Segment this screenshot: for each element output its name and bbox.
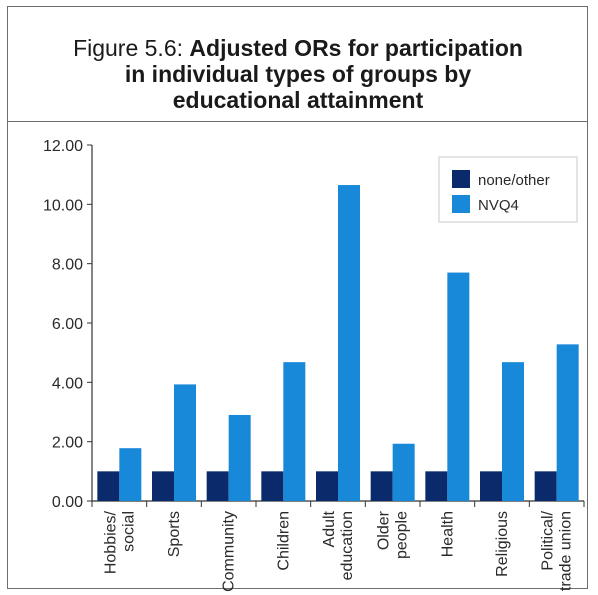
y-tick-label: 8.00 [52,257,83,274]
title-line-1: Adjusted ORs for participation [189,35,523,61]
bar-none-other [480,471,502,501]
x-category-label: Hobbies/ [102,510,119,574]
bar-nvq4 [283,362,306,501]
legend-label: NVQ4 [478,197,519,214]
y-tick-label: 0.00 [52,494,83,511]
bar-nvq4 [556,344,579,501]
bar-nvq4 [447,272,470,501]
bar-none-other [206,471,229,501]
bar-nvq4 [228,414,251,501]
y-tick-label: 6.00 [52,316,83,333]
bar-none-other [425,471,448,501]
y-tick-label: 10.00 [43,197,83,214]
bar-none-other [370,471,393,501]
x-category-label: Religious [494,511,511,577]
x-category-label: education [339,511,356,580]
bar-nvq4 [392,443,415,501]
y-tick-label: 2.00 [52,435,83,452]
x-category-label: Political/ [540,510,557,570]
x-category-label: Community [221,511,238,592]
bar-none-other [97,471,120,501]
figure-number: Figure 5.6: [73,35,190,61]
x-category-label: trade union [558,511,575,591]
x-category-label: Adult [321,510,338,547]
legend-swatch [452,195,470,213]
x-category-label: people [394,511,411,559]
x-category-label: Sports [166,511,183,557]
x-category-label: Children [275,511,292,571]
legend-swatch [452,170,470,188]
bar-nvq4 [338,185,360,502]
x-category-label: Older [376,510,393,550]
y-tick-label: 4.00 [52,375,83,392]
bar-nvq4 [502,362,524,501]
y-tick-label: 12.00 [43,138,83,155]
legend-label: none/other [478,172,550,189]
bar-none-other [152,471,174,501]
title-line-2: in individual types of groups by [124,61,472,87]
x-category-label: social [120,511,137,552]
figure-frame [7,6,588,589]
bar-nvq4 [119,448,142,501]
bar-none-other [534,471,557,501]
bar-nvq4 [174,384,196,501]
title-box: Figure 5.6: Adjusted ORs for participati… [8,7,588,122]
title-line-3: educational attainment [172,87,424,113]
bar-none-other [261,471,284,501]
figure-title: Figure 5.6: Adjusted ORs for participati… [8,35,588,113]
x-category-label: Health [439,511,456,557]
bar-none-other [316,471,338,501]
